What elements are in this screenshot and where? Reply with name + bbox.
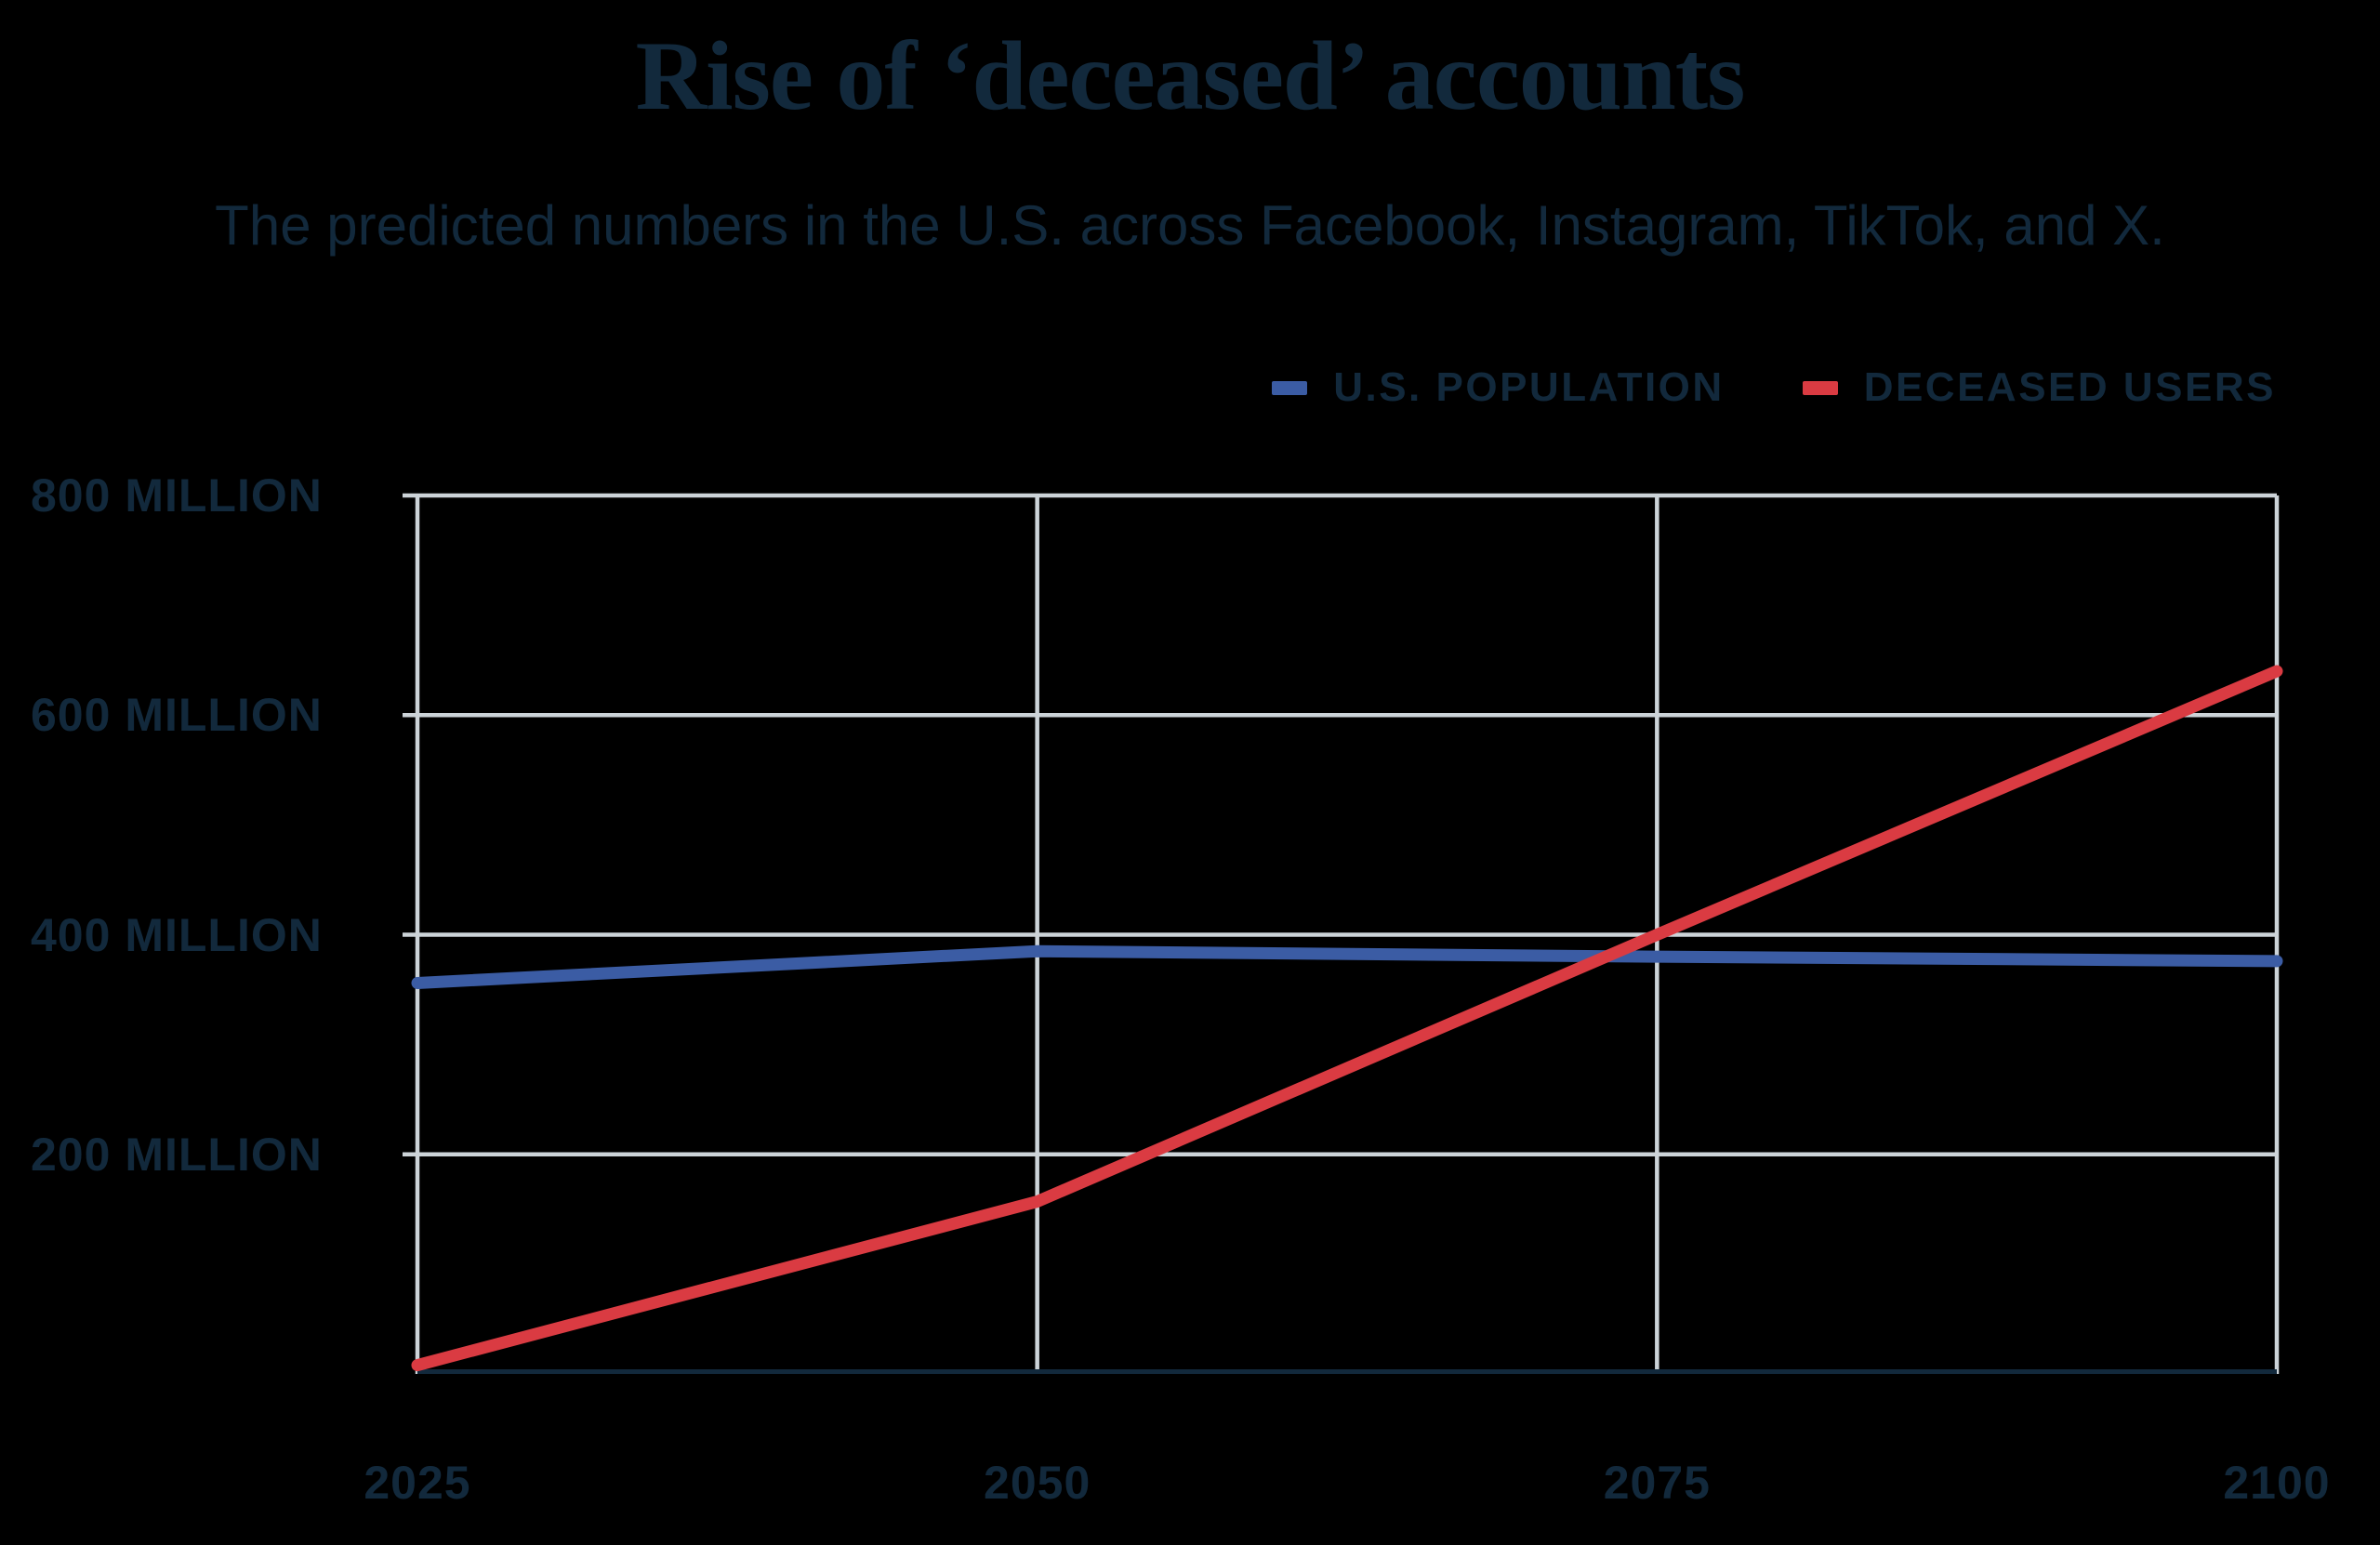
x-tick-label-2100: 2100 — [2223, 1457, 2331, 1509]
legend-item-us-population: U.S. POPULATION — [1272, 364, 1724, 411]
x-tick-label-2075: 2075 — [1603, 1457, 1711, 1509]
legend: U.S. POPULATION DECEASED USERS — [1272, 364, 2276, 411]
plot-area — [403, 493, 2283, 1374]
y-tick-label-600: 600 MILLION — [31, 689, 323, 742]
chart-subtitle: The predicted numbers in the U.S. across… — [215, 194, 2165, 257]
chart-title: Rise of ‘deceased’ accounts — [635, 21, 1746, 130]
y-tick-label-200: 200 MILLION — [31, 1128, 323, 1181]
x-tick-label-2050: 2050 — [984, 1457, 1091, 1509]
y-tick-label-800: 800 MILLION — [31, 469, 323, 522]
deceased-users-line — [411, 665, 2283, 1372]
legend-item-deceased-users: DECEASED USERS — [1802, 364, 2276, 411]
us-population-line — [411, 944, 2283, 989]
deceased-users-swatch — [1802, 380, 1838, 395]
x-tick-label-2025: 2025 — [364, 1457, 471, 1509]
y-tick-label-400: 400 MILLION — [31, 908, 323, 961]
us-population-legend-label: U.S. POPULATION — [1333, 364, 1725, 410]
plot-svg — [403, 493, 2283, 1374]
us-population-swatch — [1272, 380, 1308, 395]
deceased-users-legend-label: DECEASED USERS — [1863, 364, 2276, 410]
